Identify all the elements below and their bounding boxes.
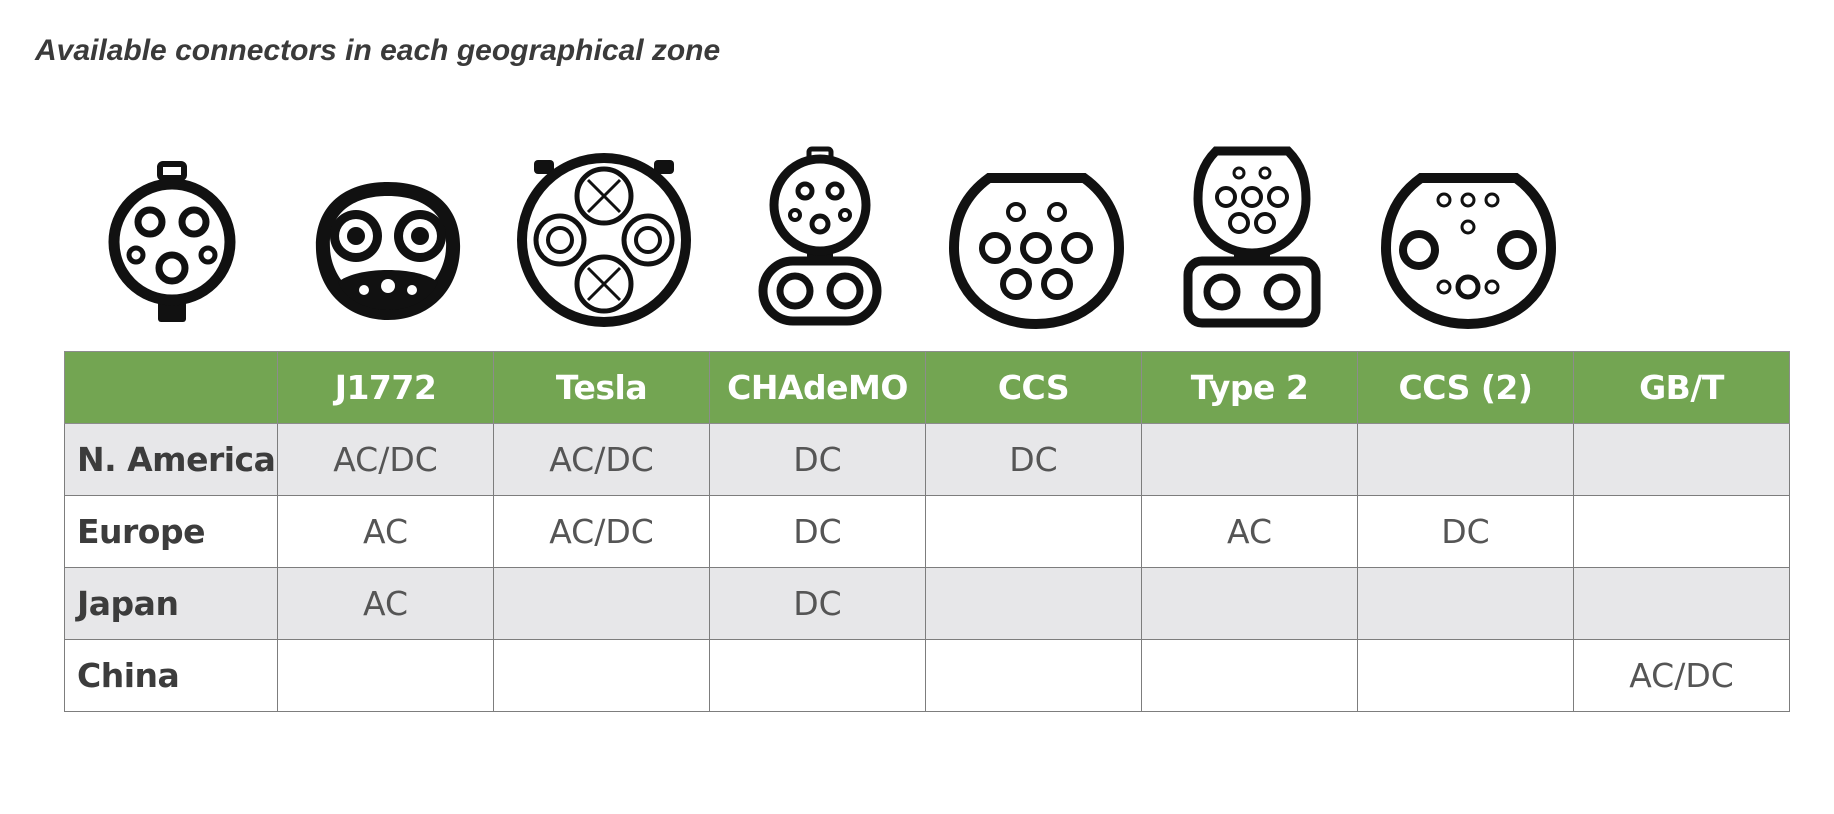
header-cell-corner	[64, 351, 278, 424]
table-cell	[277, 639, 494, 712]
table-cell: AC	[277, 567, 494, 640]
header-cell-gbt: GB/T	[1573, 351, 1790, 424]
table-cell	[1573, 423, 1790, 496]
table-cell: DC	[925, 423, 1142, 496]
table-cell	[1141, 567, 1358, 640]
table-cell	[1573, 495, 1790, 568]
table-cell	[925, 567, 1142, 640]
table-cell: AC/DC	[493, 423, 710, 496]
table-cell	[1141, 423, 1358, 496]
table-cell	[1141, 639, 1358, 712]
row-label: China	[64, 639, 278, 712]
table-cell	[1357, 423, 1574, 496]
table-cell: DC	[709, 567, 926, 640]
ccs-combo1-connector-icon	[712, 130, 928, 330]
ccs-combo2-connector-icon	[1144, 130, 1360, 330]
row-label: Japan	[64, 567, 278, 640]
chademo-connector-icon	[496, 130, 712, 330]
table-cell: AC	[277, 495, 494, 568]
table-cell	[493, 639, 710, 712]
header-cell-ccs: CCS	[925, 351, 1142, 424]
j1772-connector-icon	[64, 130, 280, 330]
page-title: Available connectors in each geographica…	[35, 34, 721, 67]
table-cell: AC/DC	[493, 495, 710, 568]
tesla-connector-icon	[280, 130, 496, 330]
table-cell: DC	[709, 423, 926, 496]
header-cell-chademo: CHAdeMO	[709, 351, 926, 424]
table-cell: DC	[1357, 495, 1574, 568]
table-row: Japan AC DC	[64, 567, 1790, 640]
table-cell: AC	[1141, 495, 1358, 568]
table-header-row: J1772 Tesla CHAdeMO CCS Type 2 CCS (2) G…	[64, 351, 1790, 424]
header-cell-tesla: Tesla	[493, 351, 710, 424]
connector-icons-row	[64, 130, 1786, 330]
table-row: China AC/DC	[64, 639, 1790, 712]
table-row: Europe AC AC/DC DC AC DC	[64, 495, 1790, 568]
table-row: N. America AC/DC AC/DC DC DC	[64, 423, 1790, 496]
header-cell-j1772: J1772	[277, 351, 494, 424]
header-cell-type2: Type 2	[1141, 351, 1358, 424]
table-cell	[709, 639, 926, 712]
row-label: N. America	[64, 423, 278, 496]
table-cell	[1357, 567, 1574, 640]
connector-table: J1772 Tesla CHAdeMO CCS Type 2 CCS (2) G…	[64, 351, 1790, 712]
gbt-connector-icon	[1360, 130, 1576, 330]
table-cell: DC	[709, 495, 926, 568]
table-cell	[925, 495, 1142, 568]
row-label: Europe	[64, 495, 278, 568]
header-cell-ccs2: CCS (2)	[1357, 351, 1574, 424]
table-cell	[925, 639, 1142, 712]
table-cell	[1573, 567, 1790, 640]
type2-connector-icon	[928, 130, 1144, 330]
table-cell: AC/DC	[1573, 639, 1790, 712]
table-cell: AC/DC	[277, 423, 494, 496]
table-cell	[493, 567, 710, 640]
table-cell	[1357, 639, 1574, 712]
